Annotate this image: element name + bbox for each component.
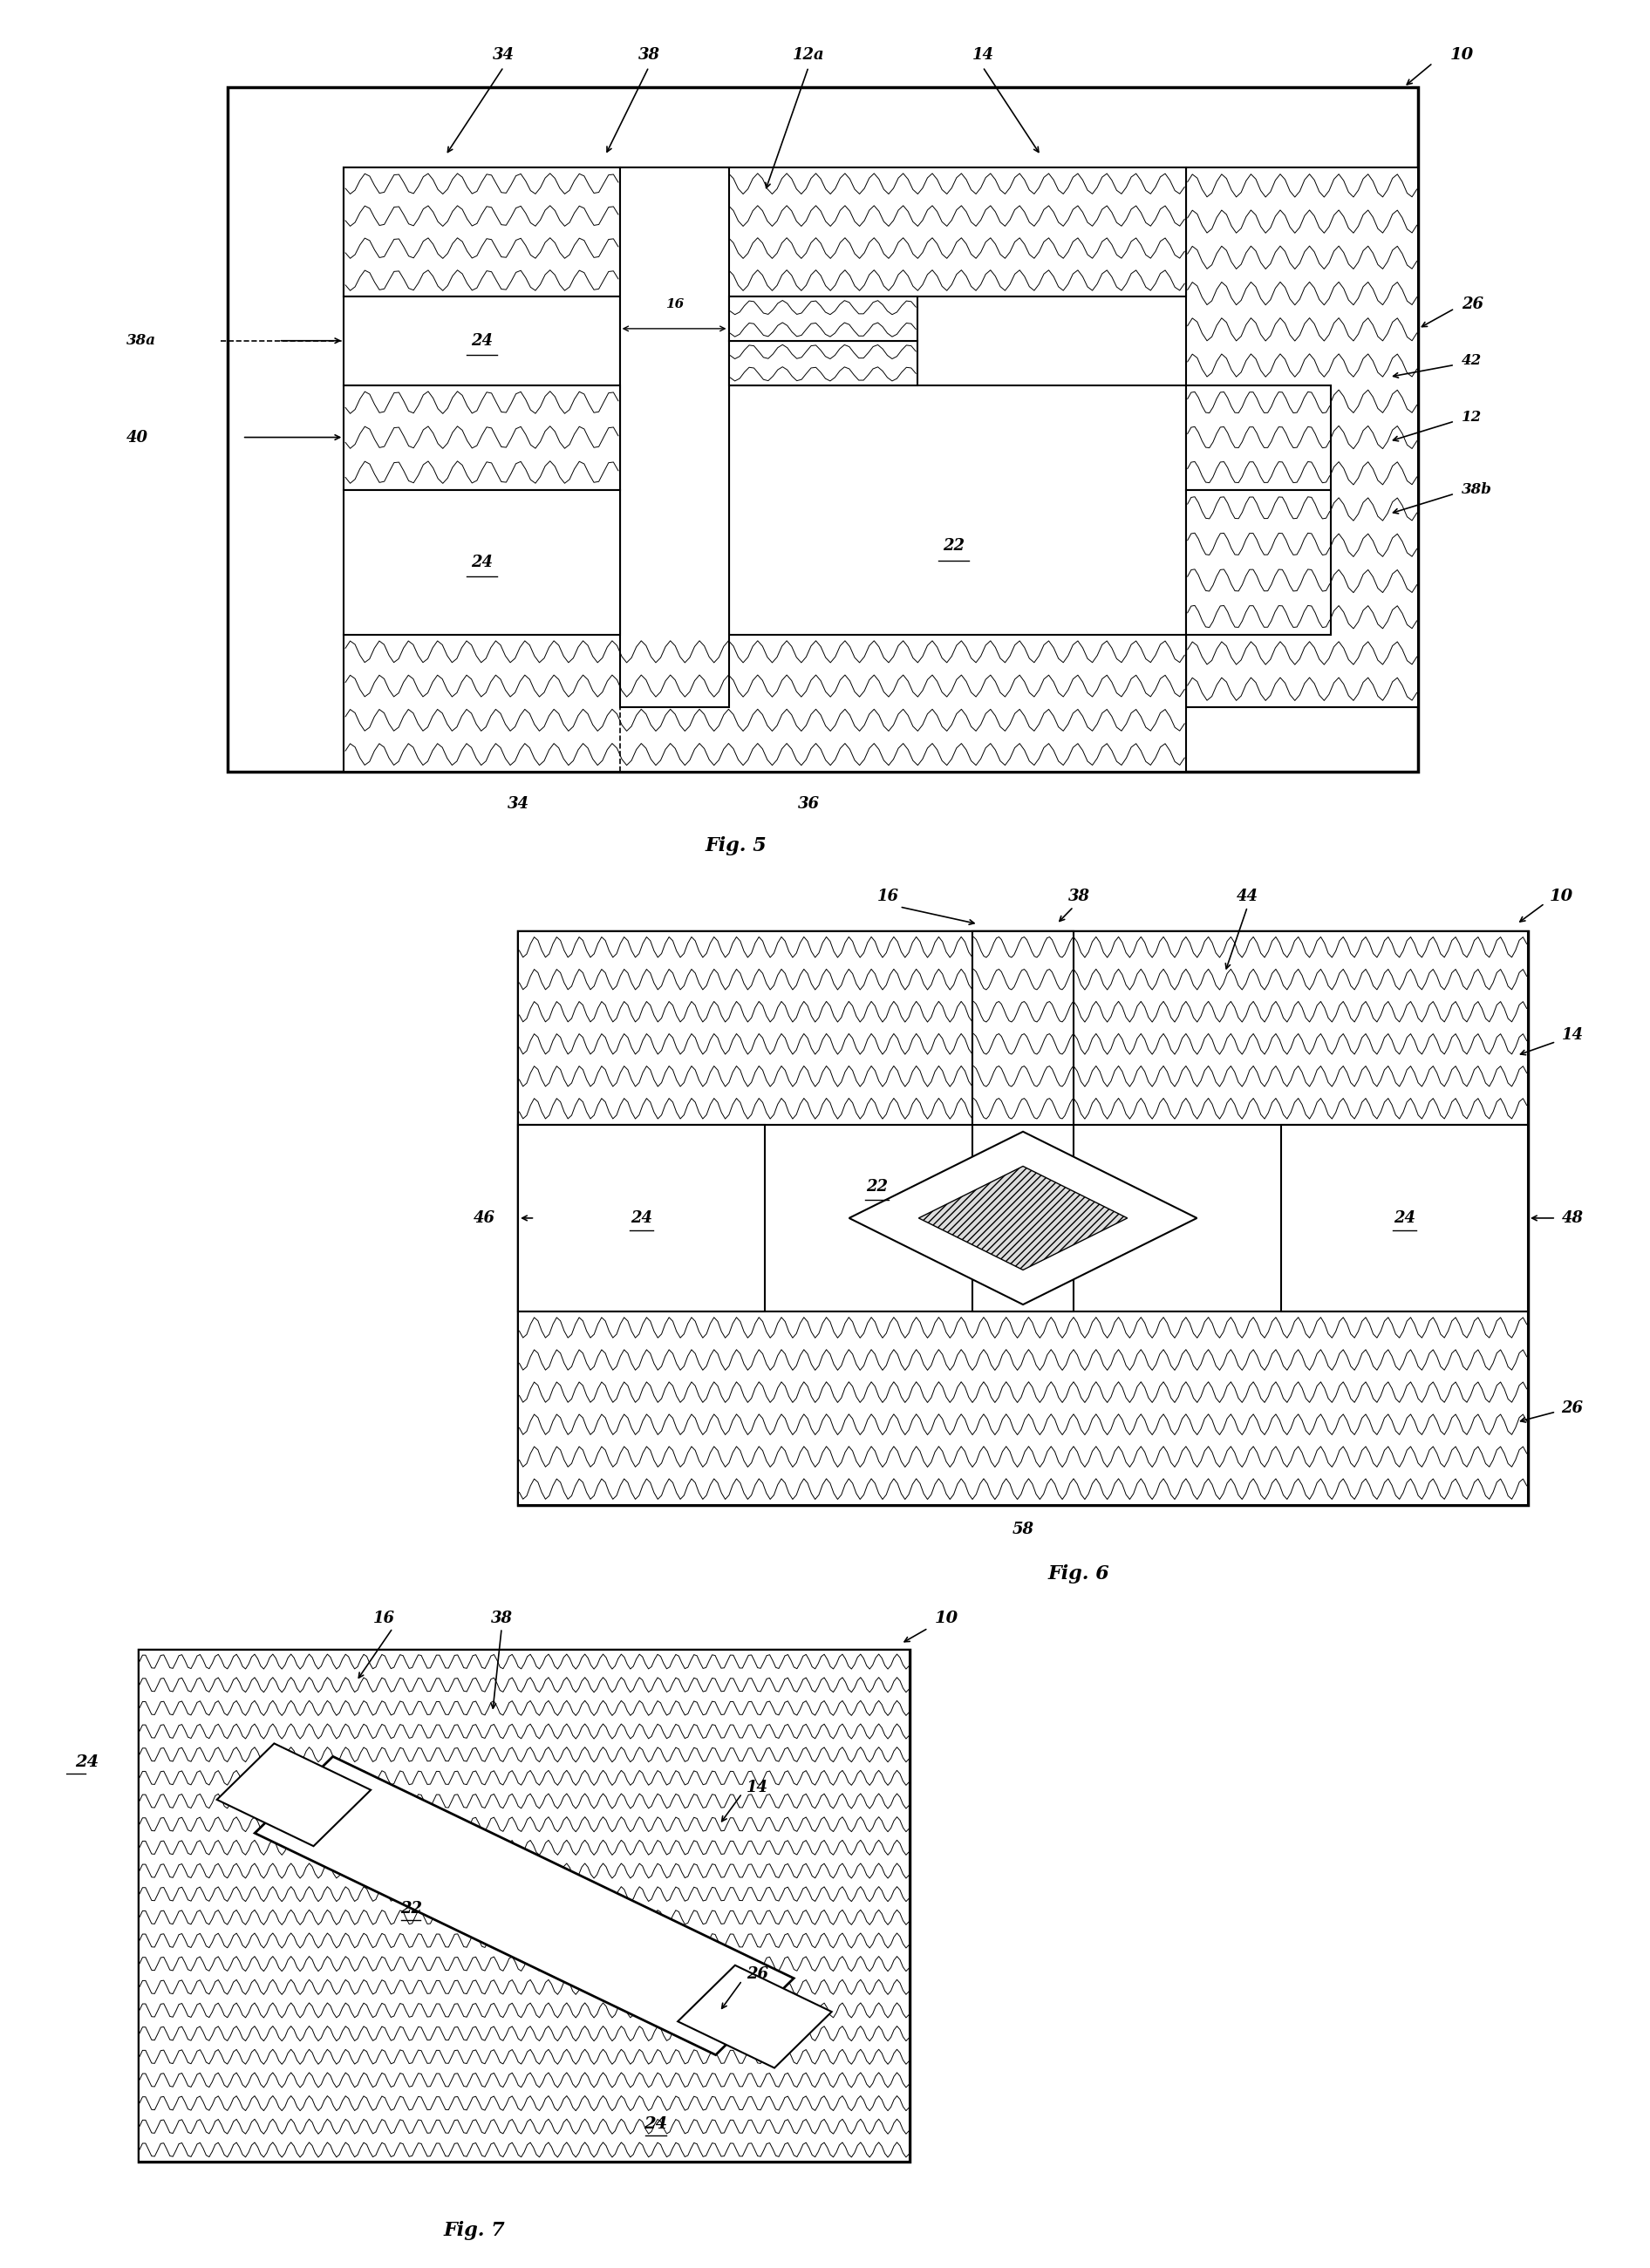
Polygon shape bbox=[919, 1166, 1127, 1270]
Polygon shape bbox=[678, 1966, 832, 2068]
Bar bbox=[139, 1651, 911, 2161]
Polygon shape bbox=[254, 1755, 794, 2055]
Bar bbox=[343, 168, 620, 297]
Text: 46: 46 bbox=[474, 1211, 495, 1227]
Text: 10: 10 bbox=[1549, 889, 1574, 905]
Bar bbox=[343, 635, 1186, 771]
Bar bbox=[518, 1311, 1528, 1506]
Bar bbox=[1280, 1125, 1528, 1311]
Text: 16: 16 bbox=[373, 1610, 394, 1626]
Bar bbox=[518, 1125, 1528, 1311]
Text: 26: 26 bbox=[1561, 1399, 1584, 1415]
Text: 26: 26 bbox=[746, 1966, 769, 1982]
Text: 42: 42 bbox=[1462, 354, 1482, 367]
Text: 24: 24 bbox=[644, 2116, 668, 2132]
Text: 40: 40 bbox=[125, 429, 148, 445]
Text: 58: 58 bbox=[1011, 1522, 1035, 1538]
Text: Fig. 7: Fig. 7 bbox=[444, 2220, 505, 2241]
Bar bbox=[972, 932, 1074, 1311]
Bar bbox=[729, 297, 917, 340]
Bar bbox=[1186, 386, 1332, 490]
Text: Fig. 6: Fig. 6 bbox=[1048, 1565, 1110, 1583]
Text: 16: 16 bbox=[665, 299, 685, 311]
Text: 24: 24 bbox=[470, 553, 493, 569]
Text: 36: 36 bbox=[797, 796, 820, 812]
Polygon shape bbox=[216, 1744, 371, 1846]
Text: 14: 14 bbox=[746, 1780, 769, 1794]
Text: Fig. 5: Fig. 5 bbox=[705, 837, 767, 855]
Text: 38: 38 bbox=[639, 48, 660, 64]
Text: 38: 38 bbox=[1068, 889, 1091, 905]
Text: 22: 22 bbox=[866, 1179, 888, 1195]
Text: 48: 48 bbox=[1561, 1211, 1584, 1227]
Bar bbox=[1186, 168, 1419, 708]
Text: 12: 12 bbox=[1462, 411, 1482, 424]
Text: 22: 22 bbox=[399, 1901, 422, 1916]
Text: 10: 10 bbox=[934, 1610, 959, 1626]
Text: 44: 44 bbox=[1236, 889, 1259, 905]
Text: 16: 16 bbox=[878, 889, 899, 905]
Text: 14: 14 bbox=[972, 48, 993, 64]
Text: 10: 10 bbox=[1450, 48, 1473, 64]
Text: 34: 34 bbox=[493, 48, 515, 64]
Text: 24: 24 bbox=[630, 1211, 652, 1227]
Text: 38b: 38b bbox=[1462, 483, 1492, 497]
Bar bbox=[343, 386, 620, 490]
Text: 34: 34 bbox=[507, 796, 530, 812]
Bar bbox=[228, 86, 1419, 771]
Text: 38: 38 bbox=[490, 1610, 513, 1626]
Bar bbox=[139, 1651, 911, 2161]
Text: 26: 26 bbox=[1462, 297, 1483, 313]
Bar bbox=[518, 1125, 766, 1311]
Polygon shape bbox=[850, 1132, 1196, 1304]
Bar bbox=[343, 490, 620, 635]
Text: 24: 24 bbox=[470, 333, 493, 349]
Text: 24: 24 bbox=[1394, 1211, 1416, 1227]
Bar bbox=[343, 168, 1186, 297]
Text: 22: 22 bbox=[942, 538, 965, 553]
Text: 12a: 12a bbox=[792, 48, 825, 64]
Bar bbox=[729, 340, 917, 386]
Bar bbox=[729, 386, 1186, 708]
Bar bbox=[1186, 490, 1332, 635]
Text: 24: 24 bbox=[76, 1755, 99, 1769]
Text: 14: 14 bbox=[1561, 1027, 1584, 1043]
Bar bbox=[972, 932, 1074, 1125]
Bar bbox=[620, 168, 729, 708]
Bar bbox=[518, 932, 1528, 1125]
Bar bbox=[518, 932, 1528, 1506]
Text: 38a: 38a bbox=[125, 333, 155, 347]
Bar bbox=[343, 297, 620, 386]
